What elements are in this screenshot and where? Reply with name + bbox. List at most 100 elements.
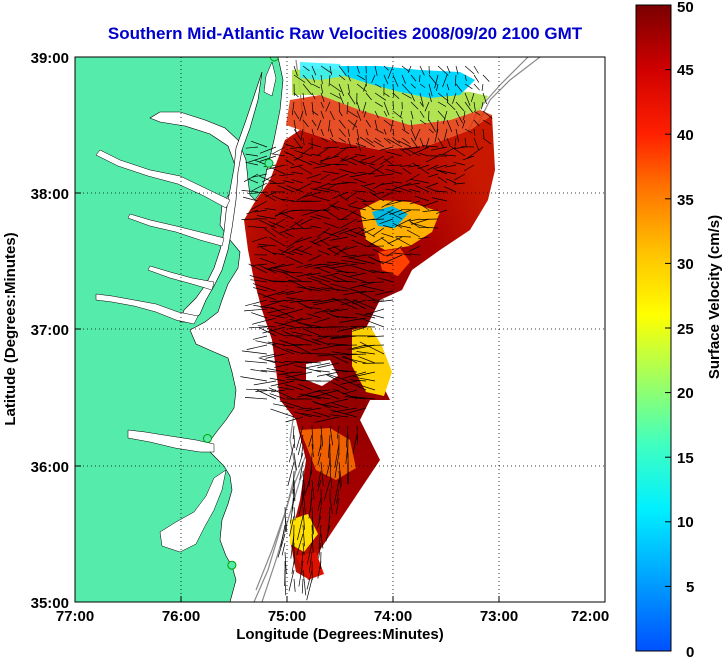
velocity-vector xyxy=(329,353,349,364)
velocity-vector xyxy=(455,119,459,127)
velocity-vector xyxy=(297,515,304,541)
velocity-vector xyxy=(293,452,297,471)
velocity-vector xyxy=(295,317,313,322)
velocity-vector xyxy=(362,344,385,347)
velocity-vector xyxy=(353,299,376,310)
velocity-vector xyxy=(363,110,367,118)
colorbar-tick-label: 15 xyxy=(677,450,694,467)
velocity-vector xyxy=(374,92,386,101)
velocity-vector xyxy=(293,156,313,166)
velocity-vector xyxy=(250,140,268,148)
velocity-vector xyxy=(291,343,313,355)
velocity-vector xyxy=(270,306,295,319)
velocity-vector xyxy=(355,312,376,319)
colorbar-tick-label: 35 xyxy=(677,192,694,209)
velocity-vector xyxy=(396,199,412,202)
velocity-vector xyxy=(361,227,376,235)
velocity-vector xyxy=(345,425,349,448)
velocity-vector xyxy=(482,110,493,119)
velocity-vector xyxy=(410,137,419,149)
y-tick-label: 35:00 xyxy=(31,595,69,612)
velocity-vector xyxy=(340,380,358,385)
velocity-vector xyxy=(314,389,340,397)
velocity-vector xyxy=(328,343,349,346)
velocity-vector xyxy=(278,249,295,256)
velocity-vector xyxy=(241,218,259,220)
velocity-vector xyxy=(428,83,433,97)
velocity-vector xyxy=(462,119,466,129)
velocity-vector xyxy=(399,225,412,229)
velocity-vector xyxy=(443,146,457,155)
velocity-vector xyxy=(446,178,457,184)
velocity-vector xyxy=(245,146,259,149)
velocity-vector xyxy=(340,299,358,306)
colorbar-tick-label: 5 xyxy=(686,579,694,596)
velocity-vector xyxy=(338,119,346,129)
velocity-vector xyxy=(335,497,340,516)
velocity-vector xyxy=(338,74,346,81)
velocity-vector xyxy=(273,263,295,269)
velocity-vector xyxy=(322,170,340,175)
velocity-vector xyxy=(293,411,313,418)
velocity-vector xyxy=(306,542,313,565)
velocity-vector xyxy=(251,312,268,319)
velocity-vector xyxy=(401,83,411,94)
velocity-vector xyxy=(331,381,349,391)
velocity-vector xyxy=(243,196,259,202)
velocity-vector xyxy=(247,191,268,195)
velocity-vector xyxy=(442,74,448,88)
velocity-vector xyxy=(294,149,313,157)
velocity-vector xyxy=(251,236,268,243)
radar-station-marker xyxy=(203,434,212,443)
velocity-vector xyxy=(293,92,299,98)
velocity-vector xyxy=(251,317,277,325)
velocity-vector xyxy=(379,218,394,225)
velocity-vector xyxy=(329,227,349,236)
velocity-vector xyxy=(349,210,367,220)
velocity-vector xyxy=(329,128,334,138)
velocity-vector xyxy=(359,290,376,294)
chesapeake-bay xyxy=(179,71,263,323)
velocity-vector xyxy=(355,143,367,148)
velocity-vector xyxy=(329,83,342,93)
velocity-vector xyxy=(260,246,277,256)
velocity-vector xyxy=(317,479,322,492)
velocity-vector xyxy=(256,215,277,220)
velocity-vector xyxy=(306,578,313,601)
velocity-vector xyxy=(341,254,358,258)
velocity-vector xyxy=(316,227,331,238)
velocity-vector xyxy=(310,216,322,220)
velocity-vector xyxy=(328,434,331,458)
velocity-vector xyxy=(334,280,358,283)
velocity-vector xyxy=(331,205,349,211)
velocity-vector xyxy=(313,299,340,306)
velocity-vector xyxy=(271,344,295,355)
velocity-vector xyxy=(428,119,436,132)
velocity-vector xyxy=(452,92,457,104)
velocity-vector xyxy=(356,425,359,445)
velocity-vector xyxy=(337,218,349,221)
velocity-vector xyxy=(318,506,322,521)
velocity-vector xyxy=(259,327,277,337)
velocity-vector xyxy=(347,110,359,118)
velocity-vector xyxy=(305,470,313,494)
velocity-vector xyxy=(356,196,367,202)
velocity-vector xyxy=(293,155,304,161)
velocity-vector xyxy=(383,74,389,85)
velocity-vector xyxy=(302,83,312,95)
velocity-vector xyxy=(370,155,385,164)
velocity-vector xyxy=(284,578,287,596)
velocity-vector xyxy=(330,283,358,292)
velocity-vector xyxy=(392,128,395,136)
velocity-vector xyxy=(329,92,341,99)
velocity-vector xyxy=(347,74,351,82)
velocity-vector xyxy=(259,257,277,265)
velocity-vector xyxy=(315,214,331,220)
velocity-vector xyxy=(315,263,331,266)
radar-station-marker xyxy=(264,158,274,168)
tick-marks xyxy=(74,56,606,603)
x-tick-label: 77:00 xyxy=(56,608,94,625)
velocity-vector xyxy=(437,92,449,102)
velocity-vector xyxy=(299,461,304,481)
velocity-vector xyxy=(427,173,439,178)
